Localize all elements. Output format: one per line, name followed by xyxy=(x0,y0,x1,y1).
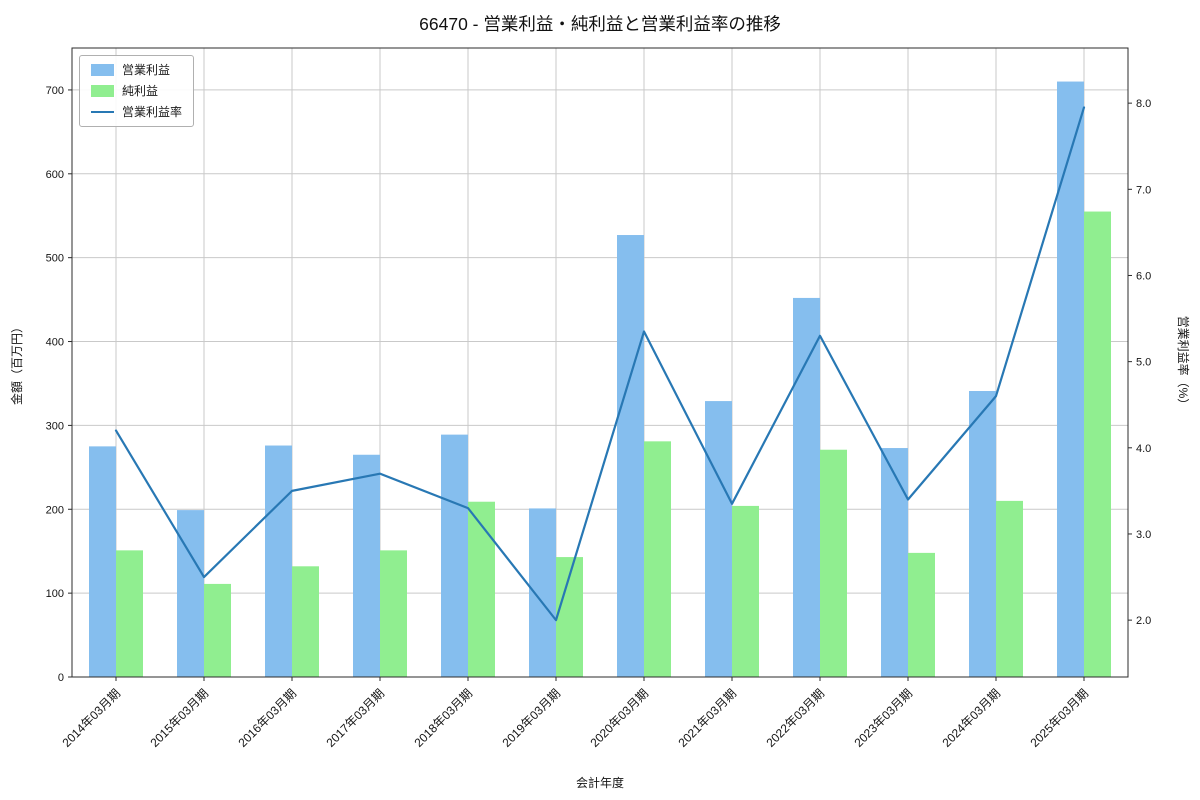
bar-net-profit xyxy=(908,552,935,677)
bar-operating-profit xyxy=(705,401,732,677)
bar-net-profit xyxy=(116,550,143,677)
bar-operating-profit xyxy=(793,297,820,677)
tick-label-x: 2021年03月期 xyxy=(675,686,739,750)
legend-item-operating-margin: 営業利益率 xyxy=(91,105,182,119)
bar-net-profit xyxy=(1084,211,1111,678)
tick-label-right: 8.0 xyxy=(1136,98,1151,110)
legend-swatch-net-profit xyxy=(91,85,114,97)
tick-label-x: 2017年03月期 xyxy=(323,686,387,750)
tick-label-right: 6.0 xyxy=(1136,270,1151,282)
tick-label-x: 2014年03月期 xyxy=(59,686,123,750)
bar-net-profit xyxy=(204,583,231,677)
y-axis-label-left: 金額（百万円） xyxy=(9,321,24,405)
tick-label-x: 2023年03月期 xyxy=(851,686,915,750)
bar-operating-profit xyxy=(265,445,292,677)
tick-label-x: 2020年03月期 xyxy=(587,686,651,750)
tick-label-x: 2018年03月期 xyxy=(411,686,475,750)
tick-label-right: 5.0 xyxy=(1136,357,1151,369)
line-operating-margin xyxy=(114,106,1086,622)
bar-operating-profit xyxy=(617,235,644,678)
plot-area xyxy=(72,48,1128,677)
bar-operating-profit xyxy=(89,446,116,677)
tick-label-x: 2015年03月期 xyxy=(147,686,211,750)
bar-net-profit xyxy=(996,500,1023,677)
tick-label-left: 200 xyxy=(46,504,64,516)
x-axis-label: 会計年度 xyxy=(576,775,624,790)
legend-label-operating-margin: 営業利益率 xyxy=(122,105,183,119)
bar-net-profit xyxy=(292,566,319,677)
bar-operating-profit xyxy=(177,510,204,677)
tick-label-x: 2025年03月期 xyxy=(1027,686,1091,750)
bar-operating-profit xyxy=(1057,81,1084,677)
bar-operating-profit xyxy=(529,508,556,677)
legend-line-sample-operating-margin xyxy=(91,111,114,113)
y-axis-label-right: 営業利益率（%） xyxy=(1176,316,1191,411)
bar-operating-profit xyxy=(969,391,996,677)
bar-net-profit xyxy=(820,449,847,677)
tick-label-left: 0 xyxy=(58,672,64,684)
tick-label-right: 3.0 xyxy=(1136,529,1151,541)
legend-swatch-operating-profit xyxy=(91,64,114,76)
bar-net-profit xyxy=(644,441,671,677)
bar-operating-profit xyxy=(441,434,468,677)
tick-label-left: 300 xyxy=(46,420,64,432)
legend: 営業利益 純利益 営業利益率 xyxy=(79,55,195,127)
tick-label-x: 2016年03月期 xyxy=(235,686,299,750)
tick-label-x: 2019年03月期 xyxy=(499,686,563,750)
chart-title: 66470 - 営業利益・純利益と営業利益率の推移 xyxy=(419,14,781,34)
bar-operating-profit xyxy=(881,448,908,677)
tick-label-x: 2024年03月期 xyxy=(939,686,1003,750)
tick-label-left: 400 xyxy=(46,337,64,349)
plot-border xyxy=(71,47,1129,678)
tick-label-right: 7.0 xyxy=(1136,184,1151,196)
tick-label-left: 500 xyxy=(46,253,64,265)
legend-item-operating-profit: 営業利益 xyxy=(91,63,182,77)
bar-net-profit xyxy=(732,505,759,677)
tick-label-left: 600 xyxy=(46,169,64,181)
tick-label-right: 4.0 xyxy=(1136,443,1151,455)
legend-label-operating-profit: 営業利益 xyxy=(122,63,171,77)
tick-label-left: 100 xyxy=(46,588,64,600)
tick-label-x: 2022年03月期 xyxy=(763,686,827,750)
bar-operating-profit xyxy=(353,454,380,677)
legend-item-net-profit: 純利益 xyxy=(91,84,182,98)
bar-net-profit xyxy=(468,501,495,677)
legend-label-net-profit: 純利益 xyxy=(122,84,159,98)
tick-label-left: 700 xyxy=(46,85,64,97)
tick-label-right: 2.0 xyxy=(1136,615,1151,627)
bar-net-profit xyxy=(380,550,407,677)
